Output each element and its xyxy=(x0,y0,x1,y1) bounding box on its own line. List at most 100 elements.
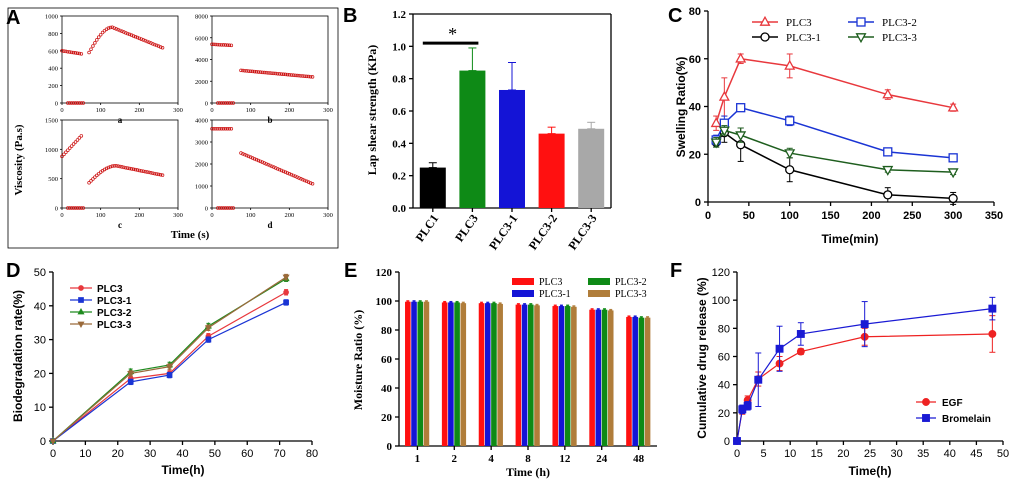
panel-b-ytick-label: 0.8 xyxy=(392,74,406,86)
panel-a-point xyxy=(110,164,115,168)
panel-a-point xyxy=(248,155,253,159)
panel-a-point xyxy=(262,161,266,165)
panel-d-xtick-label: 0 xyxy=(50,448,56,460)
panel-a-point xyxy=(156,44,161,48)
panel-f-point-Bromelain xyxy=(860,320,869,329)
panel-e-bar-PLC3-2 xyxy=(454,302,460,446)
panel-a-point xyxy=(239,151,243,155)
panel-a-point xyxy=(283,72,288,77)
panel-f-ytick-label: 40 xyxy=(718,380,730,392)
panel-a-point xyxy=(221,206,226,210)
panel-c-ylabel: Swelling Ratio(%) xyxy=(674,57,688,158)
panel-c-line-PLC3-3 xyxy=(715,129,954,173)
panel-a-point xyxy=(114,27,118,31)
panel-c-point-PLC3 xyxy=(882,88,894,99)
panel-a-point xyxy=(153,42,157,47)
panel-a-point xyxy=(87,181,91,185)
panel-a-point xyxy=(229,101,234,105)
panel-a-point xyxy=(216,42,220,47)
panel-a-point xyxy=(160,173,165,177)
panel-a-point xyxy=(89,47,93,51)
panel-a-point xyxy=(254,157,259,162)
panel-b-xtick-label: PLC1 xyxy=(413,212,442,245)
panel-a-point xyxy=(287,172,292,176)
panel-a-point xyxy=(73,101,78,105)
panel-a-point xyxy=(71,206,76,210)
panel-a-point xyxy=(93,175,97,179)
panel-a-point xyxy=(110,25,115,30)
panel-f-xtick-label: 15 xyxy=(811,448,823,460)
panel-f-legend-label: EGF xyxy=(942,398,963,409)
panel-a-point xyxy=(71,50,76,55)
panel-a-xtick-label: 0 xyxy=(60,212,63,219)
panel-a-point xyxy=(149,171,153,175)
panel-a-point xyxy=(241,68,245,73)
panel-a-point xyxy=(79,134,84,138)
panel-a-point xyxy=(275,167,280,171)
panel-a-point xyxy=(246,154,251,159)
panel-a-point xyxy=(274,166,278,170)
panel-a-point xyxy=(295,73,299,78)
panel-a-point xyxy=(145,170,149,174)
panel-a-point xyxy=(231,101,236,105)
panel-a-point xyxy=(310,75,315,79)
panel-a-ytick-label: 200 xyxy=(48,83,58,90)
panel-a-sublabel-c: c xyxy=(118,220,122,230)
panel-a-point xyxy=(287,73,292,77)
panel-d-xtick-label: 70 xyxy=(274,448,286,460)
panel-d-line-PLC3-2 xyxy=(52,278,287,442)
panel-f-point-Bromelain xyxy=(743,401,752,410)
panel-a-point xyxy=(214,42,218,47)
panel-c-point-PLC3-2 xyxy=(948,153,958,163)
panel-f-point-Bromelain xyxy=(775,344,784,353)
panel-label-f: F xyxy=(670,260,682,282)
panel-a-point xyxy=(108,164,113,169)
panel-c-legend-marker xyxy=(855,33,867,44)
panel-d-point-PLC3-1 xyxy=(127,378,134,385)
panel-a-point xyxy=(252,69,257,74)
panel-a-xtick-label: 300 xyxy=(323,107,333,114)
panel-a-point xyxy=(303,178,307,183)
panel-f-ytick-label: 80 xyxy=(718,323,730,335)
panel-a-point xyxy=(310,182,315,186)
panel-a-point xyxy=(87,50,91,55)
panel-e-legend-swatch xyxy=(588,290,610,297)
panel-label-c: C xyxy=(668,5,682,27)
panel-a-frame xyxy=(7,7,339,249)
panel-a-point xyxy=(279,168,284,173)
panel-a-point xyxy=(219,43,224,47)
panel-a-point xyxy=(71,142,76,146)
panel-a-point xyxy=(217,127,222,131)
panel-a-point xyxy=(229,206,234,210)
panel-a-point xyxy=(122,165,126,170)
panel-c-point-PLC3-3 xyxy=(882,165,894,176)
panel-d-legend-marker xyxy=(77,321,85,328)
panel-d-legend-label: PLC3-2 xyxy=(97,308,132,319)
panel-a-point xyxy=(137,168,142,173)
panel-a-point xyxy=(306,74,311,79)
panel-a-point xyxy=(106,26,111,30)
panel-a-point xyxy=(122,30,126,34)
panel-f-point-Bromelain xyxy=(733,437,741,445)
panel-c-legend-label: PLC3 xyxy=(786,17,812,29)
panel-d-point-PLC3-3 xyxy=(127,370,135,378)
panel-c-legend-marker xyxy=(759,15,771,26)
panel-a-point xyxy=(297,73,301,78)
panel-a-point xyxy=(77,51,82,56)
panel-a-point xyxy=(241,152,245,156)
panel-a-point xyxy=(285,72,290,77)
panel-f-ylabel: Cumulative drug release (%) xyxy=(695,277,709,438)
panel-a-point xyxy=(69,101,74,105)
panel-a-point xyxy=(260,70,265,75)
panel-d-xtick-label: 60 xyxy=(241,448,253,460)
panel-f-xtick-label: 5 xyxy=(761,448,767,460)
panel-a-point xyxy=(295,175,299,179)
panel-f-point-EGF xyxy=(988,330,997,338)
panel-a-point xyxy=(243,68,247,73)
panel-a-point xyxy=(79,101,84,105)
panel-a-point xyxy=(221,43,226,47)
panel-a-point xyxy=(125,166,130,170)
panel-a-point xyxy=(60,154,64,159)
panel-e-ytick-label: 80 xyxy=(381,325,393,337)
panel-a-point xyxy=(153,171,157,176)
